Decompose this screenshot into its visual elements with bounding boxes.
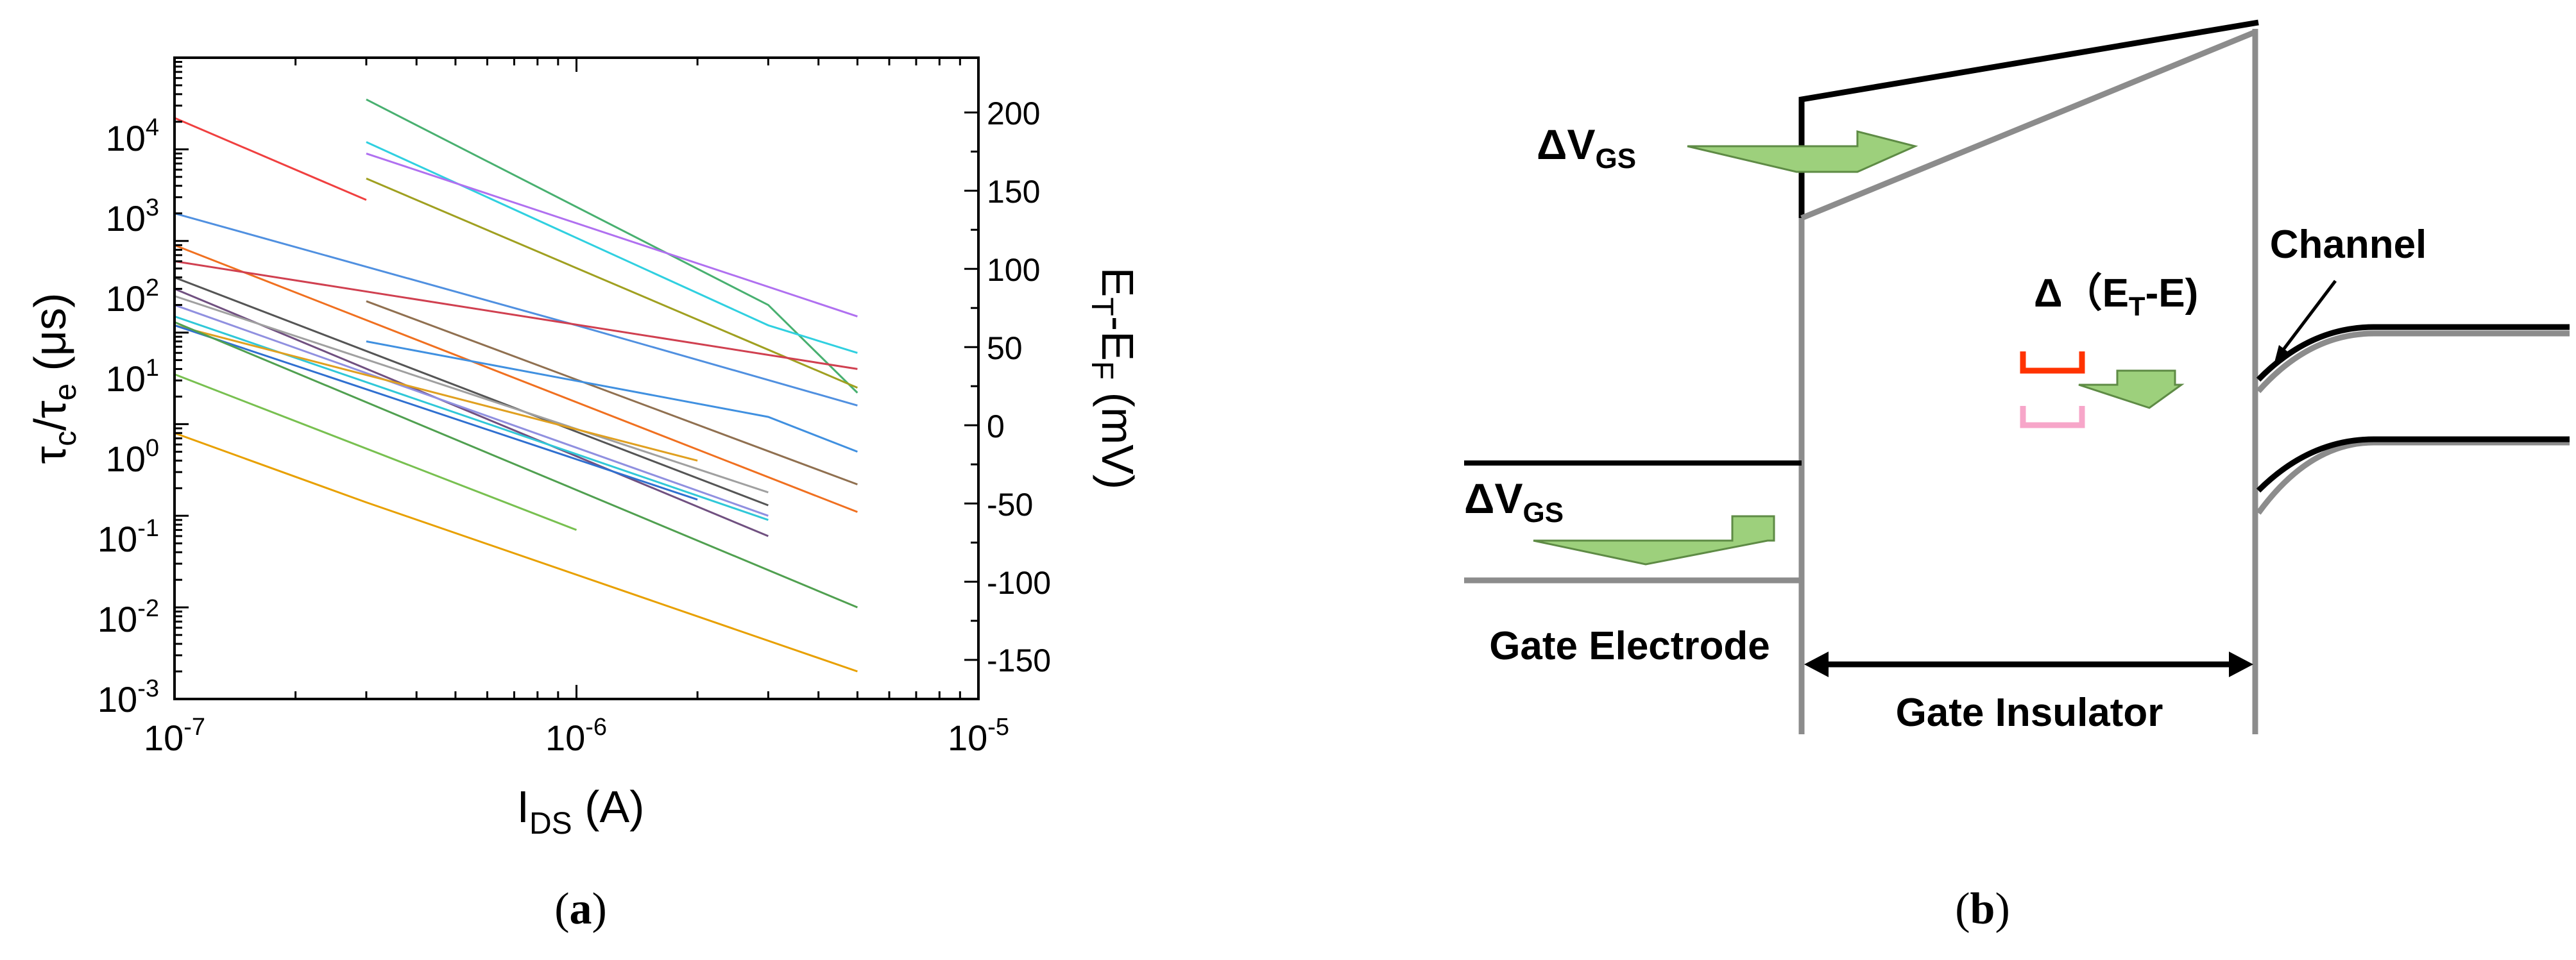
- series-line-s5: [366, 178, 858, 389]
- y-tick-label: 100: [106, 435, 159, 479]
- series-line-s10: [366, 340, 858, 453]
- series-line-s18: [175, 373, 577, 531]
- delta-vgs-top-arrow: [1687, 130, 1918, 173]
- y2-axis-label: ET-EF (mV): [1085, 267, 1143, 489]
- x-tick-label: 10-6: [545, 714, 607, 758]
- series-line-s19: [175, 321, 858, 609]
- series-line-s7: [175, 244, 858, 513]
- channel-band-lower-before: [2256, 436, 2570, 493]
- y-tick-label: 10-3: [98, 675, 159, 720]
- x-axis-label: IDS (A): [517, 782, 645, 841]
- conduction-band-after: [1800, 29, 2256, 221]
- gate-insulator-arrow-right: [2229, 652, 2253, 677]
- trap-level-after: [2020, 406, 2085, 428]
- chart-panel-a: 10-7 10-6 10-5 10-3 10-2 10-1 100 101 10…: [25, 56, 1143, 934]
- delta-vgs-bottom-label: ΔVGS: [1464, 475, 1564, 528]
- channel-pointer-head: [2274, 345, 2289, 362]
- series-line-s1: [175, 117, 367, 201]
- y-tick-label: 102: [106, 274, 159, 319]
- y2-tick-label: 100: [987, 252, 1040, 288]
- series-line-s11: [175, 276, 769, 507]
- x-axis-ticks: [173, 58, 961, 699]
- delta-et-arrow: [2078, 369, 2185, 409]
- y2-axis-ticks: [964, 111, 978, 661]
- series-line-s4: [366, 152, 858, 317]
- caption-b: (b): [1955, 884, 2010, 934]
- channel-band-lower-after: [2256, 439, 2570, 515]
- channel-band-upper-before: [2256, 324, 2570, 382]
- caption-a: (a): [554, 884, 607, 934]
- series-line-s13: [175, 295, 769, 494]
- series-line-s8: [366, 300, 858, 485]
- y2-tick-label: 0: [987, 408, 1005, 444]
- x-tick-label: 10-7: [144, 714, 205, 758]
- gate-electrode-label: Gate Electrode: [1489, 624, 1770, 668]
- series-line-s16: [175, 324, 698, 462]
- y-tick-label: 10-1: [98, 515, 159, 559]
- y2-tick-label: -50: [987, 487, 1033, 523]
- trap-level-before: [2020, 351, 2085, 374]
- delta-et-label: Δ（ET-E): [2034, 271, 2198, 321]
- channel-label: Channel: [2270, 223, 2427, 267]
- y2-tick-label: -100: [987, 565, 1051, 601]
- series-layer: [175, 98, 858, 673]
- y-axis-label: τc/τe (μs): [25, 293, 83, 464]
- series-line-s17: [175, 324, 698, 501]
- series-line-s20: [175, 432, 858, 673]
- y-tick-label: 101: [106, 355, 159, 399]
- y2-tick-label: 50: [987, 330, 1023, 366]
- y-tick-label: 103: [106, 194, 159, 239]
- y2-tick-label: 150: [987, 174, 1040, 210]
- plot-frame: [173, 56, 980, 700]
- delta-vgs-bottom-arrow: [1533, 515, 1775, 566]
- channel-band-upper-after: [2256, 330, 2570, 393]
- gate-insulator-label: Gate Insulator: [1896, 691, 2163, 735]
- y2-tick-label: 200: [987, 96, 1040, 131]
- series-line-s12: [175, 288, 769, 537]
- y2-tick-label: -150: [987, 643, 1051, 678]
- y-tick-label: 104: [106, 114, 159, 158]
- series-line-s3: [366, 141, 858, 354]
- x-tick-label: 10-5: [948, 714, 1009, 758]
- y-tick-label: 10-2: [98, 595, 159, 639]
- gate-insulator-arrow-left: [1804, 652, 1829, 677]
- channel-pointer: [2278, 280, 2337, 356]
- series-line-s9: [175, 260, 858, 370]
- series-line-s14: [175, 304, 769, 517]
- conduction-band-before: [1798, 19, 2259, 218]
- y-axis-ticks: [175, 61, 189, 700]
- band-diagram-panel-b: ΔVGS ΔVGS Δ（ET-E) Channel Gate Electrode…: [1464, 19, 2570, 934]
- delta-vgs-top-label: ΔVGS: [1537, 121, 1636, 174]
